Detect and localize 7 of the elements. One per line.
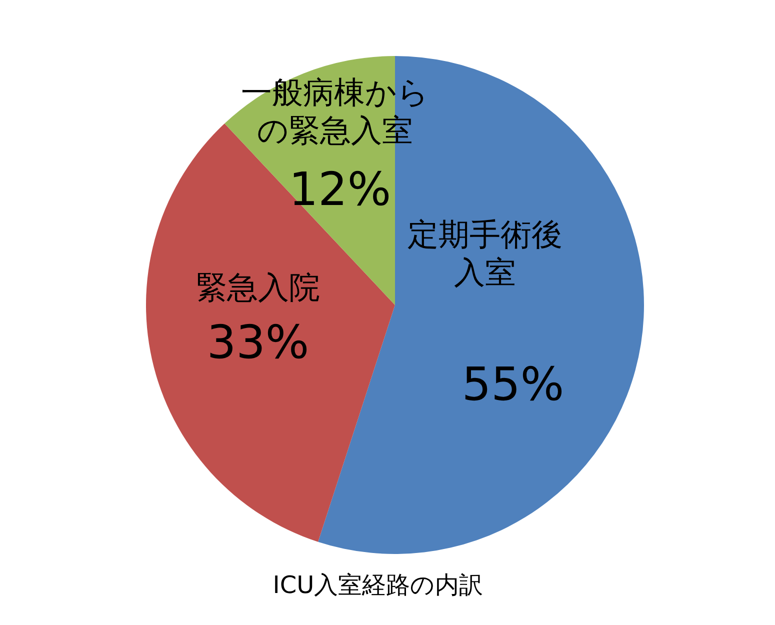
slice-label: 緊急入院 — [196, 270, 320, 306]
data-label: 33% — [206, 315, 310, 369]
slice-label: 一般病棟からの緊急入室 — [241, 75, 429, 149]
data-label: 55% — [462, 357, 564, 411]
data-label: 12% — [288, 162, 392, 216]
text: ICU入室経路の内訳 — [272, 571, 484, 599]
slice-label: 定期手術後入室 — [408, 217, 562, 291]
